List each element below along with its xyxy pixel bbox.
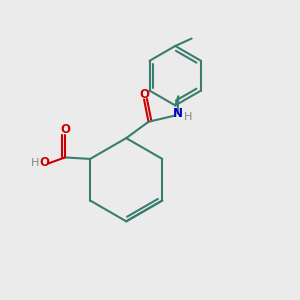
Text: O: O [139, 88, 149, 100]
Text: O: O [60, 123, 70, 136]
Text: H: H [31, 158, 39, 168]
Text: H: H [184, 112, 192, 122]
Text: N: N [172, 107, 183, 120]
Text: O: O [40, 156, 50, 169]
